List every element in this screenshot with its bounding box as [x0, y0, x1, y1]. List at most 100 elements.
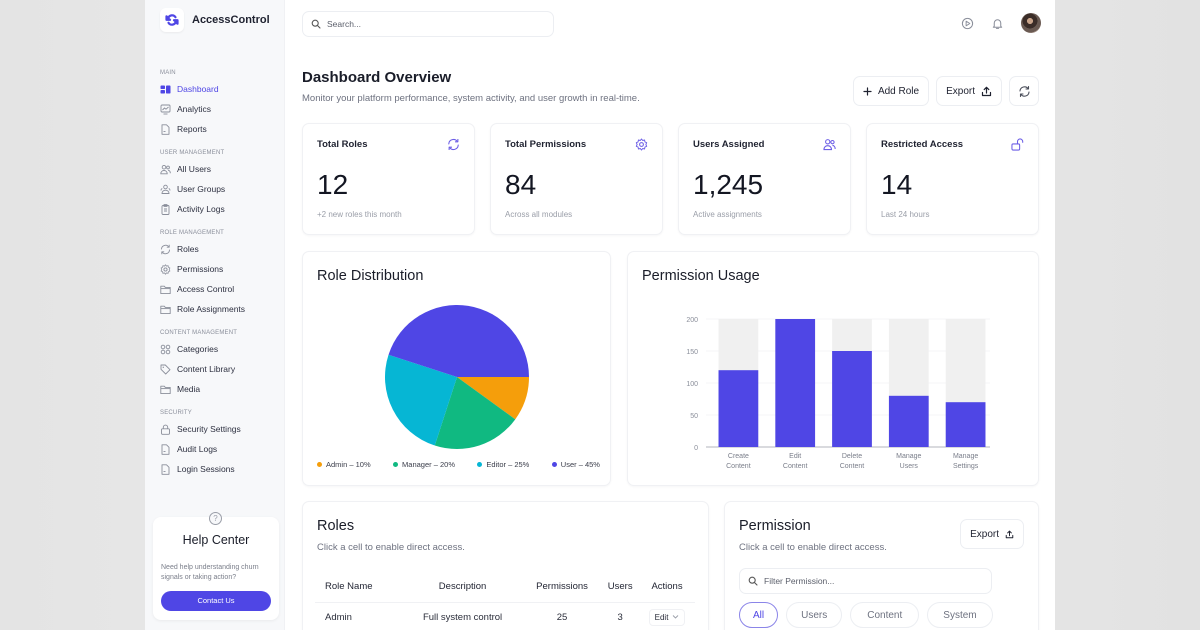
brand[interactable]: AccessControl [160, 8, 270, 32]
x-tick-label: Content [726, 463, 751, 470]
header-actions: Add Role Export [852, 76, 1039, 106]
chevron-down-icon [673, 614, 679, 619]
sidebar-section-title: CONTENT MANAGEMENT [160, 330, 238, 336]
sidebar-item-activity-logs[interactable]: Activity Logs [160, 199, 280, 219]
help-icon: ? [209, 512, 222, 525]
search-input[interactable] [327, 19, 527, 29]
sidebar-item-media[interactable]: Media [160, 379, 280, 399]
stat-title: Total Permissions [505, 139, 587, 150]
sidebar-item-label: Categories [177, 344, 219, 354]
sidebar-item-label: Login Sessions [177, 464, 235, 474]
y-tick-label: 50 [690, 413, 698, 420]
sidebar-section-title: USER MANAGEMENT [160, 150, 225, 156]
sidebar-item-analytics[interactable]: Analytics [160, 99, 280, 119]
user-avatar[interactable] [1021, 13, 1041, 33]
stat-footnote: +2 new roles this month [317, 210, 402, 219]
permission-filter[interactable] [739, 568, 992, 594]
sidebar-item-label: Audit Logs [177, 444, 218, 454]
refresh-icon [1018, 85, 1030, 97]
users-icon [823, 139, 836, 151]
column-header-actions[interactable]: Actions [639, 572, 695, 603]
help-center-card: ? Help Center Need help understanding ch… [153, 512, 279, 620]
column-header-users[interactable]: Users [601, 572, 640, 603]
legend-item-manager: Manager – 20% [393, 460, 455, 469]
pie-slice-editor[interactable] [385, 354, 457, 446]
sidebar-item-roles[interactable]: Roles [160, 239, 280, 259]
sidebar-item-user-groups[interactable]: User Groups [160, 179, 280, 199]
document-icon [161, 443, 170, 455]
sidebar-item-content-library[interactable]: Content Library [160, 359, 280, 379]
sidebar-item-categories[interactable]: Categories [160, 339, 280, 359]
y-tick-label: 100 [686, 381, 698, 388]
sidebar-item-all-users[interactable]: All Users [160, 159, 280, 179]
permission-filter-chips: All Users Content System [739, 602, 993, 628]
clipboard-icon [161, 203, 170, 215]
edit-dropdown-button[interactable]: Edit [648, 608, 686, 626]
export-label: Export [946, 85, 975, 97]
sidebar-item-security-settings[interactable]: Security Settings [160, 419, 280, 439]
page-title: Dashboard Overview [302, 69, 452, 86]
sidebar: AccessControl MAIN Dashboard Analytics Repo… [145, 0, 285, 630]
permission-card: Permission Click a cell to enable direct… [724, 501, 1039, 630]
stat-value: 12 [317, 169, 349, 200]
filter-chip-content[interactable]: Content [850, 602, 920, 628]
bar-manage-settings[interactable] [945, 402, 986, 447]
bar-manage-users[interactable] [888, 395, 929, 447]
search-bar[interactable] [302, 11, 554, 37]
main-content: Dashboard Overview Monitor your platform… [285, 0, 1055, 630]
permission-export-button[interactable]: Export [960, 519, 1024, 549]
x-tick-label: Manage [896, 453, 921, 460]
role-distribution-title: Role Distribution [317, 268, 424, 284]
permission-usage-card: Permission Usage 0 50 100 150 200 Create Conte… [627, 251, 1039, 486]
x-tick-label: Delete [842, 453, 862, 460]
sidebar-item-label: Reports [177, 124, 207, 134]
role-name-cell[interactable]: Admin [325, 611, 352, 623]
description-cell[interactable]: Full system control [422, 611, 503, 623]
pie-slice-user[interactable] [388, 305, 529, 377]
column-header-permissions[interactable]: Permissions [522, 572, 602, 603]
users-cell[interactable]: 3 [617, 611, 623, 623]
sidebar-item-dashboard[interactable]: Dashboard [160, 79, 280, 99]
column-header-description[interactable]: Description [402, 572, 523, 603]
sidebar-item-role-assignments[interactable]: Role Assignments [160, 299, 280, 319]
bell-icon[interactable] [991, 17, 1004, 30]
dashboard-icon [160, 85, 171, 93]
sidebar-item-audit-logs[interactable]: Audit Logs [160, 439, 280, 459]
filter-chip-users[interactable]: Users [786, 602, 843, 628]
add-role-button[interactable]: Add Role [852, 76, 930, 106]
filter-chip-system[interactable]: System [927, 602, 993, 628]
contact-us-button[interactable]: Contact Us [161, 591, 271, 611]
legend-dot [317, 462, 322, 467]
stat-card-users-assigned: Users Assigned 1,245 Active assignments [678, 123, 851, 235]
refresh-button[interactable] [1009, 76, 1039, 106]
stat-footnote: Active assignments [693, 210, 762, 219]
pie-slice-admin[interactable] [457, 377, 529, 420]
x-tick-label: Content [840, 463, 865, 470]
upload-icon [1005, 530, 1014, 538]
legend-item-user: User – 45% [551, 460, 600, 469]
permission-filter-input[interactable] [764, 576, 974, 586]
bar-edit-content[interactable] [775, 319, 816, 447]
x-tick-label: Manage [953, 453, 978, 460]
role-distribution-card: Role Distribution Admin – 10% Manager – 2… [302, 251, 611, 486]
pie-slice-manager[interactable] [434, 377, 516, 449]
sidebar-item-permissions[interactable]: Permissions [160, 259, 280, 279]
sidebar-item-login-sessions[interactable]: Login Sessions [160, 459, 280, 479]
sidebar-item-access-control[interactable]: Access Control [160, 279, 280, 299]
column-header-role-name[interactable]: Role Name [315, 572, 403, 603]
add-role-label: Add Role [877, 85, 920, 97]
bar-create-content[interactable] [718, 370, 759, 447]
actions-cell: Edit [639, 602, 695, 630]
stat-footnote: Last 24 hours [881, 210, 930, 219]
filter-chip-all[interactable]: All [739, 602, 779, 628]
play-circle-icon[interactable] [961, 17, 974, 30]
sidebar-item-reports[interactable]: Reports [160, 119, 280, 139]
stat-card-total-permissions: Total Permissions 84 Across all modules [490, 123, 663, 235]
export-button[interactable]: Export [936, 76, 1002, 106]
permissions-cell[interactable]: 25 [556, 611, 568, 623]
users-icon [160, 164, 171, 174]
sidebar-nav: MAIN Dashboard Analytics Reports USER MANAGE… [160, 70, 280, 479]
bar-delete-content[interactable] [832, 351, 872, 447]
logo-icon [160, 8, 184, 32]
table-row[interactable]: Admin Full system control 25 3 Edit [315, 602, 695, 630]
